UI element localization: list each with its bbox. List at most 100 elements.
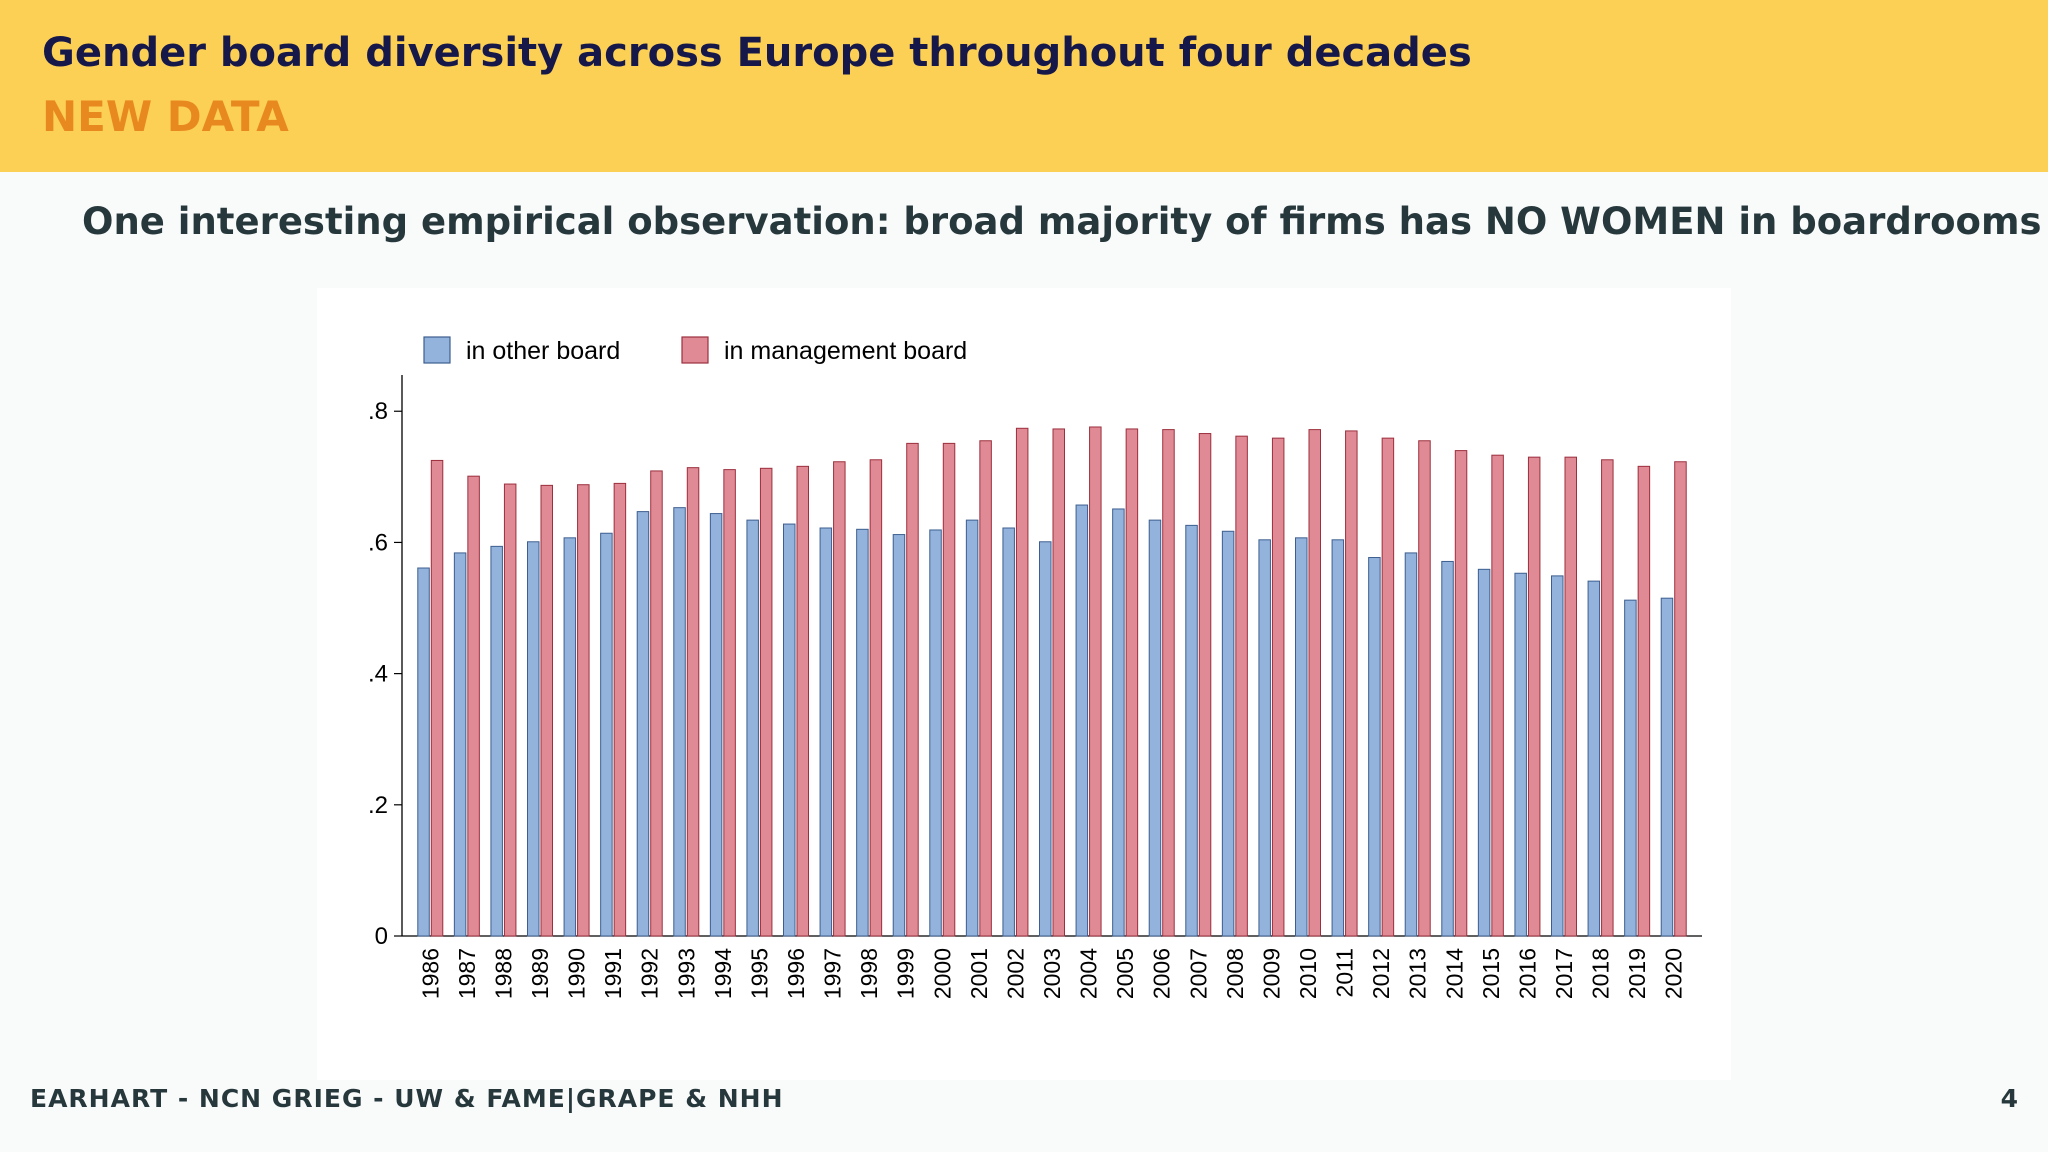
y-tick-label: .8	[368, 398, 388, 425]
bar-other-board	[1441, 560, 1454, 937]
y-tick-label: .6	[368, 529, 388, 556]
bar-other-board	[783, 523, 796, 937]
bar-management-board	[869, 459, 883, 937]
x-tick-label: 2000	[929, 948, 955, 999]
bar-management-board	[1125, 428, 1139, 937]
bar-management-board	[1637, 465, 1651, 937]
bar-management-board	[942, 442, 956, 937]
chart-card: in other board in management board 0 .2 .4.…	[317, 288, 1731, 1080]
bar-other-board	[892, 534, 906, 937]
x-tick-label: 2010	[1295, 948, 1321, 999]
bar-management-board	[979, 440, 992, 937]
bar-management-board	[1162, 429, 1175, 937]
bar-management-board	[1345, 430, 1358, 937]
slide-title: Gender board diversity across Europe thr…	[42, 30, 1472, 76]
x-tick-label: 1997	[820, 948, 846, 999]
bar-other-board	[1368, 557, 1381, 937]
bar-management-board	[1308, 429, 1321, 937]
bar-management-board	[1454, 450, 1468, 937]
x-tick-label: 1986	[417, 948, 443, 999]
bar-other-board	[1404, 552, 1418, 937]
bar-management-board	[723, 469, 736, 937]
x-tick-label: 2004	[1076, 948, 1102, 999]
bar-management-board	[1198, 433, 1212, 937]
legend-label: in other board	[466, 337, 620, 365]
bar-management-board	[833, 461, 846, 937]
slide-subtitle: NEW DATA	[42, 92, 289, 141]
x-tick-label: 2008	[1222, 948, 1248, 999]
bar-other-board	[1551, 575, 1564, 937]
x-tick-label: 1993	[673, 948, 699, 999]
bar-other-board	[1258, 539, 1271, 937]
x-tick-label: 2001	[966, 948, 992, 999]
bar-management-board	[1491, 454, 1504, 937]
bar-management-board	[686, 467, 700, 937]
bar-management-board	[613, 482, 627, 937]
x-tick-label: 2018	[1588, 948, 1614, 999]
x-tick-label: 2011	[1332, 948, 1358, 997]
x-tick-label: 1998	[856, 948, 882, 999]
bar-other-board	[1039, 541, 1052, 937]
bar-other-board	[1514, 572, 1527, 937]
bar-other-board	[1587, 580, 1601, 937]
legend-label: in management board	[724, 337, 967, 365]
x-tick-label: 1994	[710, 948, 736, 999]
x-tick-label: 1988	[490, 948, 516, 999]
bar-management-board	[540, 484, 553, 937]
slide-headline: One interesting empirical observation: b…	[82, 200, 2042, 243]
x-tick-label: 2015	[1478, 948, 1504, 999]
page-number: 4	[2000, 1084, 2018, 1113]
x-tick-label: 2020	[1661, 948, 1687, 999]
bar-other-board	[636, 511, 650, 937]
y-tick-label: 0	[375, 923, 388, 950]
bar-other-board	[856, 528, 869, 937]
x-tick-label: 2002	[1002, 948, 1028, 999]
bar-other-board	[1185, 524, 1198, 937]
bar-other-board	[1002, 527, 1015, 937]
x-tick-label: 2005	[1112, 948, 1138, 999]
bar-other-board	[1148, 519, 1162, 937]
x-tick-label: 1989	[527, 948, 553, 999]
footer-affiliation: EARHART - NCN GRIEG - UW & FAME|GRAPE & …	[30, 1084, 784, 1113]
x-tick-label: 2009	[1258, 948, 1284, 999]
bar-other-board	[1331, 539, 1345, 937]
x-tick-label: 1996	[783, 948, 809, 999]
bar-management-board	[1381, 437, 1395, 937]
bar-other-board	[417, 567, 430, 937]
bar-management-board	[577, 484, 590, 937]
bar-other-board	[1624, 599, 1637, 937]
bar-management-board	[503, 483, 517, 937]
bar-management-board	[1674, 461, 1687, 937]
x-tick-label: 1995	[746, 948, 772, 999]
header-bar: Gender board diversity across Europe thr…	[0, 0, 2048, 172]
x-tick-label: 2014	[1441, 948, 1467, 999]
bar-management-board	[1527, 456, 1541, 937]
bar-management-board	[467, 475, 480, 937]
bar-management-board	[759, 467, 773, 937]
bar-management-board	[1601, 459, 1614, 937]
x-tick-label: 1991	[600, 948, 626, 999]
bar-management-board	[1015, 427, 1029, 937]
bar-other-board	[563, 537, 577, 937]
bar-management-board	[650, 470, 663, 937]
bar-management-board	[1089, 426, 1102, 937]
bar-other-board	[453, 552, 467, 937]
bar-other-board	[1660, 597, 1674, 937]
bar-management-board	[1418, 440, 1431, 937]
chart-legend: in other board in management board	[423, 336, 967, 365]
x-tick-label: 2013	[1405, 948, 1431, 999]
legend-swatch-other-board	[423, 336, 451, 364]
x-tick-labels: 1986 1987 1988 1989 1990 1991 1992 1993 1994 1995…	[417, 948, 1686, 999]
bar-management-board	[1235, 435, 1248, 937]
x-tick-label: 1987	[454, 948, 480, 999]
bar-management-board	[430, 459, 444, 937]
bar-other-board	[673, 507, 686, 937]
bar-chart: in other board in management board 0 .2 .4.…	[368, 336, 1702, 999]
bar-other-board	[1295, 537, 1308, 937]
x-tick-label: 1992	[637, 948, 663, 999]
bar-other-board	[965, 519, 979, 937]
x-tick-label: 2012	[1368, 948, 1394, 999]
bar-management-board	[1052, 428, 1065, 937]
y-tick-label: .4	[368, 661, 388, 688]
bar-other-board	[709, 513, 723, 937]
